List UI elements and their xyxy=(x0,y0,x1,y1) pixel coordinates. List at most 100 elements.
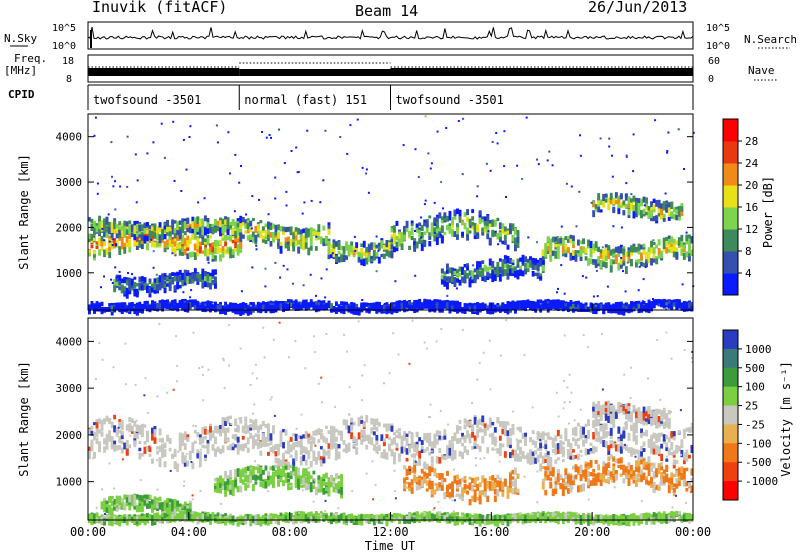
data-cell xyxy=(443,212,446,218)
data-cell xyxy=(658,240,661,246)
data-cell xyxy=(491,274,494,282)
data-cell xyxy=(118,226,121,229)
data-cell xyxy=(103,438,106,444)
scatter-cell xyxy=(580,155,582,157)
data-cell xyxy=(227,475,230,479)
data-cell xyxy=(219,475,222,481)
data-cell xyxy=(539,276,542,279)
data-cell xyxy=(207,274,210,282)
data-cell xyxy=(209,235,212,238)
data-cell xyxy=(554,304,557,309)
data-cell xyxy=(106,232,109,237)
data-cell xyxy=(179,276,182,281)
data-cell xyxy=(542,261,545,265)
scatter-cell xyxy=(566,183,568,185)
data-cell xyxy=(224,471,227,479)
data-cell xyxy=(680,203,683,206)
data-cell xyxy=(179,245,182,248)
data-cell xyxy=(615,444,618,451)
data-cell xyxy=(570,255,573,261)
data-cell xyxy=(549,301,552,309)
data-cell xyxy=(312,231,315,235)
data-cell xyxy=(421,480,424,488)
data-cell xyxy=(370,258,373,262)
data-cell xyxy=(524,263,527,267)
data-cell xyxy=(406,221,409,228)
data-cell xyxy=(232,240,235,244)
data-cell xyxy=(154,283,157,288)
data-cell xyxy=(224,481,227,487)
data-cell xyxy=(653,216,656,221)
data-cell xyxy=(426,464,429,470)
colorbar-swatch xyxy=(723,141,738,164)
data-cell xyxy=(474,223,477,230)
data-cell xyxy=(562,300,565,305)
data-cell xyxy=(441,454,444,459)
data-cell xyxy=(673,244,676,251)
data-cell xyxy=(267,452,270,456)
data-cell xyxy=(650,201,653,207)
data-cell xyxy=(302,446,305,453)
data-cell xyxy=(411,236,414,240)
data-cell xyxy=(151,284,154,287)
data-cell xyxy=(428,480,431,488)
data-cell xyxy=(335,255,338,262)
data-cell xyxy=(201,238,204,245)
data-cell xyxy=(348,446,351,451)
data-cell xyxy=(317,429,320,435)
data-cell xyxy=(232,434,235,439)
data-cell xyxy=(315,430,318,436)
data-cell xyxy=(262,226,265,230)
data-cell xyxy=(201,430,204,435)
data-cell xyxy=(310,441,313,447)
data-cell xyxy=(348,426,351,434)
scatter-cell xyxy=(256,248,258,250)
data-cell xyxy=(237,425,240,430)
scatter-cell xyxy=(642,300,644,302)
data-cell xyxy=(486,481,489,489)
data-cell xyxy=(330,244,333,248)
data-cell xyxy=(159,460,162,467)
data-cell xyxy=(227,478,230,485)
scatter-cell xyxy=(376,236,378,238)
data-cell xyxy=(401,447,404,454)
scatter-cell xyxy=(548,151,550,153)
data-cell xyxy=(396,443,399,448)
data-cell xyxy=(365,415,368,423)
data-cell xyxy=(512,424,515,431)
data-cell xyxy=(232,305,235,313)
data-cell xyxy=(491,485,494,491)
data-cell xyxy=(517,489,520,493)
data-cell xyxy=(562,459,565,462)
data-cell xyxy=(675,210,678,214)
data-cell xyxy=(517,230,520,237)
data-cell xyxy=(408,431,411,434)
data-cell xyxy=(272,431,275,434)
data-cell xyxy=(166,277,169,281)
data-cell xyxy=(456,227,459,234)
data-cell xyxy=(219,304,222,310)
scatter-cell xyxy=(557,288,559,290)
data-cell xyxy=(688,455,691,459)
data-cell xyxy=(628,450,631,453)
data-cell xyxy=(572,250,575,255)
data-cell xyxy=(529,302,532,310)
scatter-cell xyxy=(576,225,578,227)
data-cell xyxy=(136,283,139,286)
data-cell xyxy=(418,238,421,244)
data-cell xyxy=(620,195,623,198)
data-cell xyxy=(378,304,381,310)
data-cell xyxy=(365,435,368,441)
data-cell xyxy=(128,229,131,235)
data-cell xyxy=(433,436,436,441)
data-cell xyxy=(630,198,633,201)
scatter-cell xyxy=(108,213,110,215)
data-cell xyxy=(113,286,116,290)
data-cell xyxy=(678,211,681,217)
data-cell xyxy=(549,457,552,462)
data-cell xyxy=(325,237,328,245)
scatter-cell xyxy=(96,244,98,246)
data-cell xyxy=(683,304,686,309)
